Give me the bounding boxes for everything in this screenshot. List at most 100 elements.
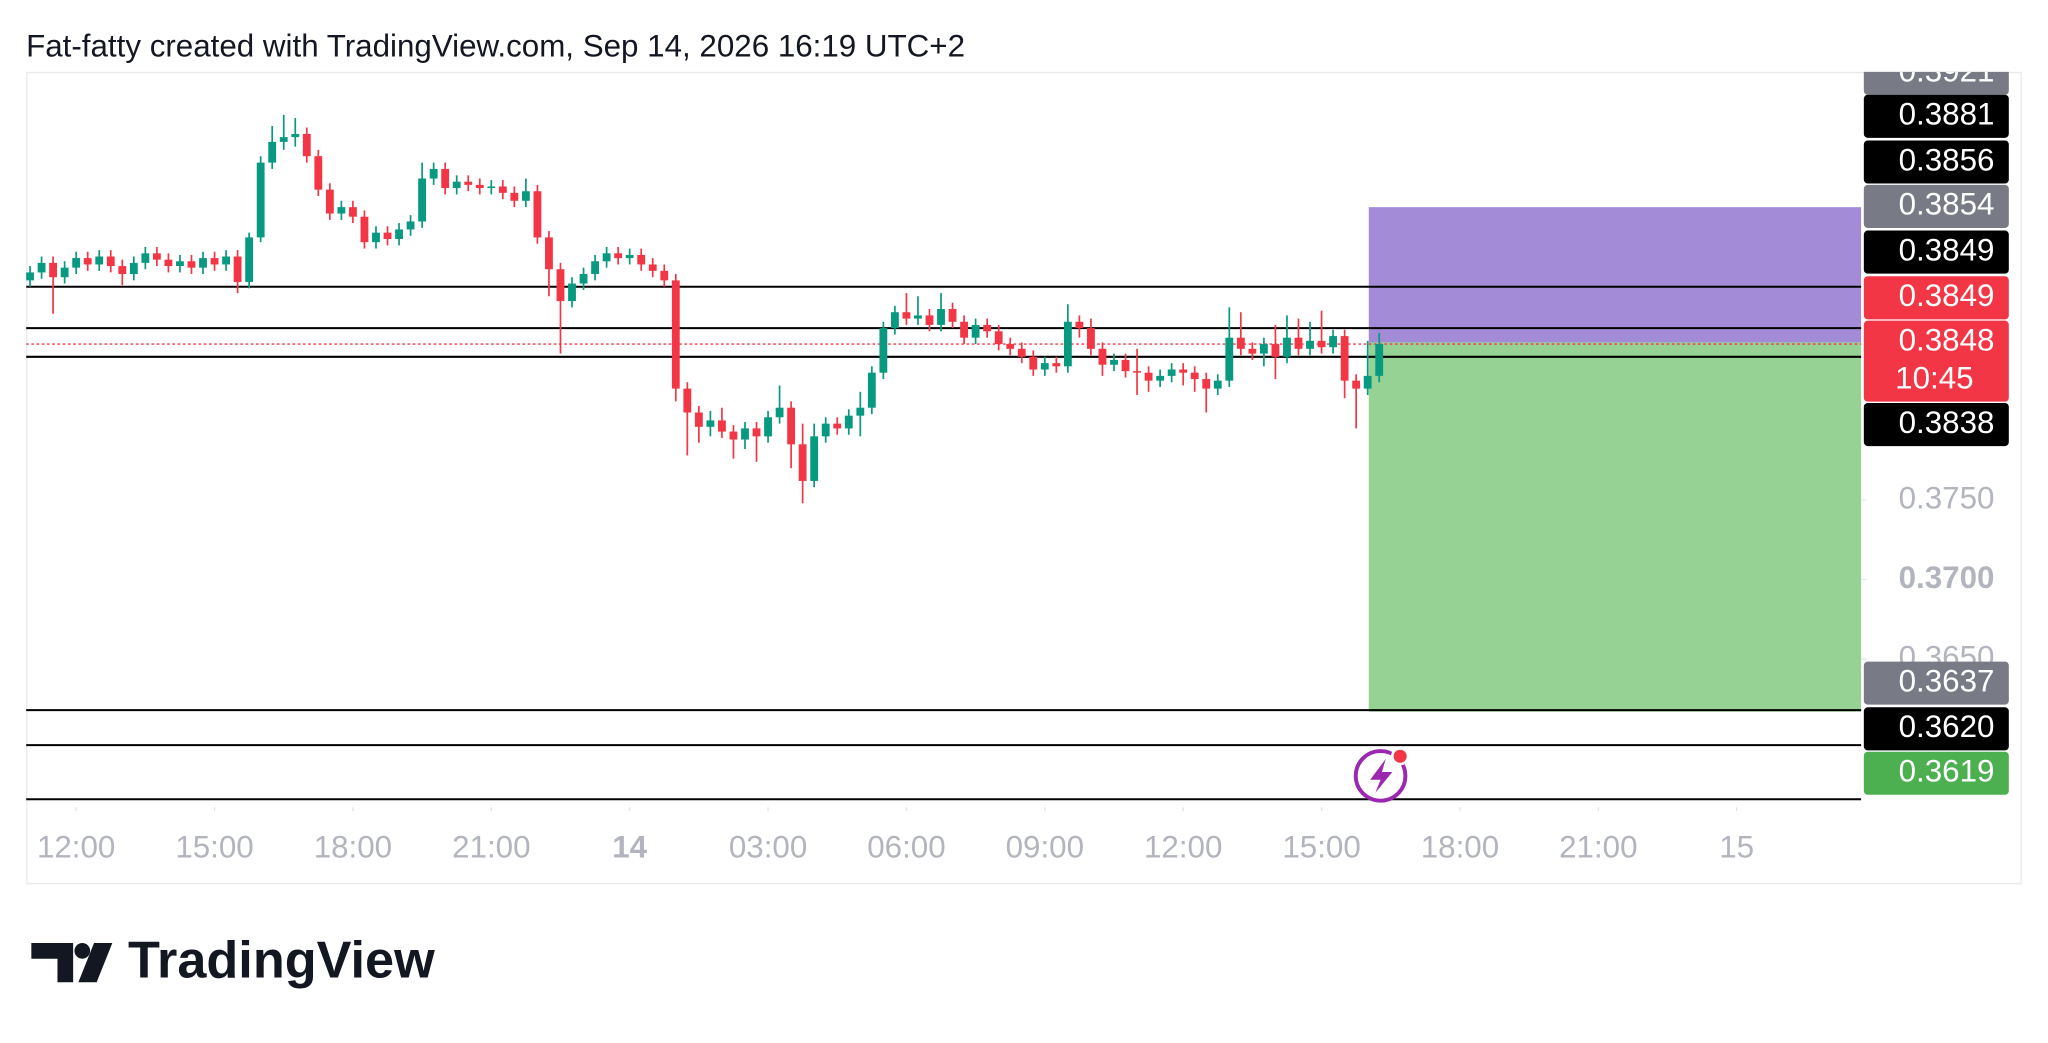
candle-body <box>1190 372 1199 380</box>
candle-body <box>187 261 196 268</box>
candle-body <box>579 274 588 284</box>
x-tick-label: 03:00 <box>729 829 807 864</box>
candle-body <box>787 407 796 445</box>
candle-body <box>452 181 461 189</box>
candle-body <box>833 423 842 429</box>
x-tick-label: 12:00 <box>37 829 115 864</box>
candle-body <box>1202 379 1211 389</box>
candle-body <box>741 428 749 440</box>
stop-zone <box>1368 207 1862 343</box>
candle-body <box>648 264 657 271</box>
candle-body <box>994 331 1003 345</box>
candle-body <box>152 253 161 260</box>
chart-title: Fat-fatty created with TradingView.com, … <box>26 29 965 64</box>
candle-body <box>521 191 530 201</box>
candle-body <box>1098 348 1107 365</box>
candle-body <box>533 191 542 238</box>
candle-body <box>1271 344 1280 357</box>
candle-body <box>1375 344 1384 376</box>
candle-body <box>867 372 876 408</box>
candle-body <box>1029 356 1038 370</box>
y-tick-label: 0.3700 <box>1899 560 1995 595</box>
candle-body <box>706 420 715 427</box>
candle-body <box>844 415 853 429</box>
candle-body <box>971 324 980 338</box>
price-tag <box>1863 184 2009 228</box>
x-tick-label: 15 <box>1719 829 1754 864</box>
candle-body <box>1340 336 1349 381</box>
candle-body <box>245 237 254 282</box>
candle-body <box>879 328 888 373</box>
price-tag-label: 0.3620 <box>1899 709 1995 744</box>
price-tag <box>1863 140 2009 184</box>
candle-body <box>718 420 726 432</box>
candle-body <box>798 444 807 481</box>
x-tick-label: 21:00 <box>1559 829 1637 864</box>
candle-body <box>210 258 219 265</box>
price-tag <box>1863 320 2009 402</box>
candle-body <box>775 407 784 418</box>
candle-body <box>602 253 611 262</box>
candle-body <box>129 262 138 275</box>
candle-body <box>1329 336 1338 348</box>
candle-body <box>1225 337 1234 381</box>
plot-area <box>26 114 1862 801</box>
countdown: 10:45 <box>1895 360 1973 395</box>
candle-body <box>1213 380 1222 389</box>
candle-body <box>1317 340 1326 348</box>
candle-body <box>164 259 173 267</box>
price-tag-label: 0.3848 <box>1899 323 1995 358</box>
candle-body <box>349 207 357 217</box>
price-tag <box>1863 230 2009 274</box>
candle-body <box>1133 371 1141 373</box>
candle-body <box>325 189 334 214</box>
candle-body <box>1179 369 1188 373</box>
candle-body <box>683 388 692 413</box>
candle-body <box>118 266 127 275</box>
candle-body <box>937 309 945 325</box>
candle-body <box>545 237 553 270</box>
price-tag-label: 0.3637 <box>1899 663 1995 698</box>
candle-body <box>1144 372 1153 381</box>
price-tag <box>1863 71 2009 95</box>
x-tick-label: 18:00 <box>1421 829 1499 864</box>
candle-body <box>1052 363 1061 367</box>
price-tag-label: 0.3881 <box>1899 97 1995 132</box>
price-axis: 0.36500.37000.37500.39210.38810.38560.38… <box>1861 53 2009 795</box>
candle-body <box>268 141 277 163</box>
candle-body <box>176 261 184 267</box>
candle-body <box>1006 344 1015 349</box>
candle-body <box>291 133 300 138</box>
candle-body <box>302 133 311 157</box>
candle-body <box>1352 380 1361 389</box>
chart-frame <box>26 71 2022 885</box>
candle-body <box>914 315 922 319</box>
candle-body <box>1248 348 1257 354</box>
candle-body <box>1294 337 1303 349</box>
candle-body <box>360 216 369 243</box>
candle-body <box>1121 359 1130 372</box>
y-tick-label: 0.3750 <box>1899 480 1995 515</box>
price-tag-label: 0.3921 <box>1899 53 1995 88</box>
candle-body <box>60 267 69 278</box>
candle-body <box>694 412 703 427</box>
candle-body <box>764 417 772 437</box>
candle-body <box>464 181 473 185</box>
x-tick-label: 15:00 <box>1282 829 1360 864</box>
candle-body <box>279 137 288 142</box>
candle-body <box>199 258 207 268</box>
x-tick-label: 12:00 <box>1144 829 1222 864</box>
candle-body <box>1017 348 1026 357</box>
price-tag-label: 0.3854 <box>1899 187 1995 222</box>
brand-logo: TradingView <box>31 932 435 990</box>
candle-body <box>810 436 819 481</box>
candle-body <box>948 309 957 322</box>
candle-body <box>1283 337 1291 357</box>
candle-body <box>983 324 992 332</box>
candle-body <box>26 272 34 281</box>
candle-body <box>1236 337 1245 349</box>
candle-body <box>233 256 242 282</box>
candle-body <box>1259 344 1268 354</box>
candle-body <box>637 254 646 265</box>
